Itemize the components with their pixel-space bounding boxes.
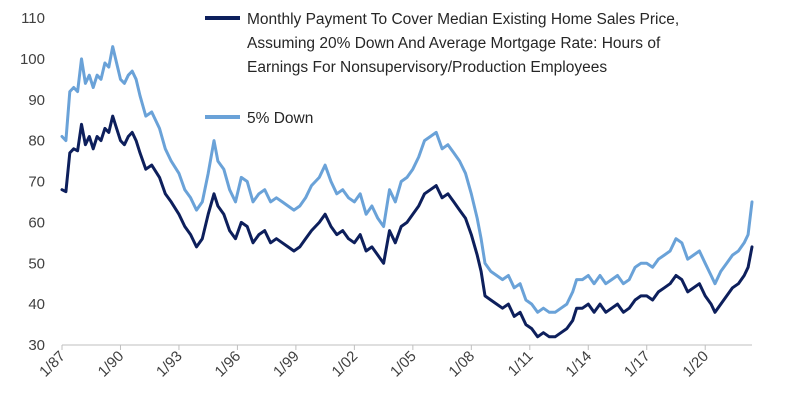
x-tick-label: 1/11 [505,348,537,380]
x-tick-label: 1/05 [387,348,420,381]
series-line-5pct-down [60,45,754,314]
x-tick-label: 1/17 [621,348,654,381]
x-tick-label: 1/08 [445,348,478,381]
series-line-20pct-down [60,114,754,339]
x-tick-label: 1/99 [270,348,303,381]
y-tick-label: 40 [28,296,45,313]
y-tick-label: 90 [28,92,45,109]
legend-series1-line2: Assuming 20% Down And Average Mortgage R… [247,35,661,52]
y-tick-label: 50 [28,255,45,272]
legend-series2-label: 5% Down [247,110,313,127]
y-tick-label: 80 [28,133,45,150]
series-lines [60,45,754,339]
x-tick-label: 1/96 [212,348,245,381]
y-tick-label: 110 [21,10,45,27]
x-tick-label: 1/93 [153,348,186,381]
y-tick-label: 70 [28,174,45,191]
x-tick-label: 1/90 [95,348,128,381]
y-tick-label: 30 [28,337,45,354]
y-tick-label: 60 [28,214,45,231]
y-tick-label: 100 [20,51,45,68]
x-tick-label: 1/14 [562,348,595,381]
y-axis-ticks: 30 40 50 60 70 80 90 100 110 [20,10,45,354]
legend-series1-line3: Earnings For Nonsupervisory/Production E… [247,59,607,76]
x-axis: 1/87 1/90 1/93 1/96 1/99 1/02 1/05 1/08 1/11 1/14… [36,344,752,381]
legend-series1-line1: Monthly Payment To Cover Median Existing… [247,11,679,28]
legend: Monthly Payment To Cover Median Existing… [205,11,679,127]
x-tick-label: 1/20 [679,348,712,381]
x-tick-label: 1/02 [329,348,362,381]
